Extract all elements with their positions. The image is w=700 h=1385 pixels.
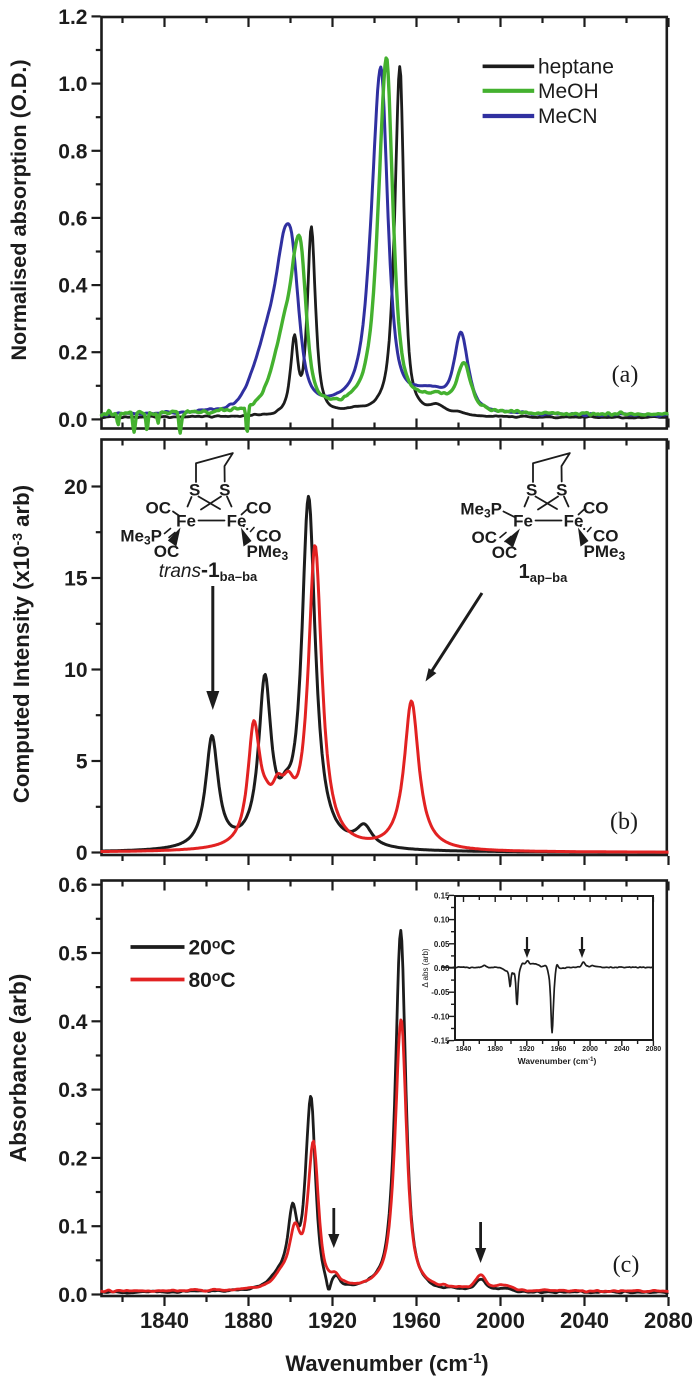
- svg-text:10: 10: [64, 659, 87, 682]
- svg-text:Δ abs (arb): Δ abs (arb): [421, 948, 430, 987]
- svg-text:Wavenumber (cm-1): Wavenumber (cm-1): [518, 1056, 597, 1066]
- svg-text:(a): (a): [612, 362, 639, 388]
- svg-text:0.8: 0.8: [58, 140, 88, 163]
- svg-text:S: S: [556, 481, 567, 500]
- svg-text:Fe: Fe: [564, 512, 584, 531]
- svg-text:OC: OC: [472, 528, 498, 547]
- svg-text:1880: 1880: [224, 1308, 273, 1333]
- svg-text:1960: 1960: [551, 1046, 567, 1053]
- svg-text:S: S: [219, 481, 230, 500]
- svg-text:1880: 1880: [487, 1046, 503, 1053]
- svg-text:-0.15: -0.15: [431, 1037, 450, 1046]
- svg-text:Fe: Fe: [227, 512, 247, 531]
- svg-text:Me3P: Me3P: [460, 500, 502, 521]
- svg-text:0: 0: [76, 842, 88, 865]
- svg-text:1920: 1920: [519, 1046, 535, 1053]
- svg-text:OC: OC: [154, 542, 180, 561]
- svg-text:1960: 1960: [392, 1308, 441, 1333]
- svg-text:Me3P: Me3P: [120, 527, 162, 548]
- svg-text:Fe: Fe: [513, 512, 533, 531]
- svg-text:-0.10: -0.10: [431, 1012, 450, 1021]
- svg-text:Normalised absorption (O.D.): Normalised absorption (O.D.): [6, 59, 31, 360]
- svg-text:CO: CO: [593, 527, 619, 546]
- svg-text:0.05: 0.05: [434, 940, 450, 949]
- svg-text:0.0: 0.0: [58, 1284, 87, 1307]
- svg-text:1840: 1840: [456, 1046, 472, 1053]
- svg-text:PMe3: PMe3: [247, 542, 289, 563]
- svg-text:Wavenumber (cm-1): Wavenumber (cm-1): [285, 1350, 488, 1376]
- svg-text:2040: 2040: [614, 1046, 630, 1053]
- svg-text:OC: OC: [492, 543, 518, 562]
- svg-text:0.15: 0.15: [434, 891, 450, 900]
- svg-text:2000: 2000: [476, 1308, 525, 1333]
- svg-text:5: 5: [76, 751, 88, 774]
- svg-text:0.2: 0.2: [58, 1147, 87, 1170]
- svg-text:Computed Intensity (x10-3 arb): Computed Intensity (x10-3 arb): [9, 485, 34, 803]
- svg-text:20: 20: [64, 476, 87, 499]
- svg-text:0.2: 0.2: [58, 342, 87, 365]
- svg-text:PMe3: PMe3: [584, 542, 626, 563]
- svg-text:15: 15: [64, 568, 88, 591]
- svg-text:1.0: 1.0: [58, 73, 87, 96]
- svg-text:1840: 1840: [140, 1308, 189, 1333]
- svg-text:0.5: 0.5: [58, 943, 88, 966]
- svg-text:OC: OC: [146, 499, 172, 518]
- svg-text:(c): (c): [613, 1252, 640, 1278]
- svg-text:0.1: 0.1: [58, 1216, 88, 1239]
- svg-text:2080: 2080: [644, 1308, 693, 1333]
- svg-text:Fe: Fe: [176, 512, 196, 531]
- svg-text:0.6: 0.6: [58, 207, 87, 230]
- svg-text:0.4: 0.4: [58, 275, 88, 298]
- svg-text:0.3: 0.3: [58, 1079, 87, 1102]
- svg-text:2000: 2000: [582, 1046, 598, 1053]
- svg-text:heptane: heptane: [538, 56, 614, 79]
- svg-text:(b): (b): [610, 809, 638, 835]
- svg-text:0.6: 0.6: [58, 874, 87, 897]
- svg-text:-0.05: -0.05: [431, 988, 450, 997]
- svg-text:trans-1ba–ba: trans-1ba–ba: [159, 559, 258, 584]
- svg-text:MeOH: MeOH: [538, 80, 599, 103]
- svg-text:2080: 2080: [646, 1046, 662, 1053]
- svg-text:CO: CO: [583, 499, 609, 518]
- svg-text:S: S: [526, 481, 537, 500]
- svg-text:Absorbance (arb): Absorbance (arb): [5, 974, 31, 1163]
- svg-text:2040: 2040: [560, 1308, 609, 1333]
- svg-text:0.00: 0.00: [434, 964, 450, 973]
- svg-text:0.10: 0.10: [434, 916, 450, 925]
- svg-text:MeCN: MeCN: [538, 105, 598, 128]
- svg-text:CO: CO: [246, 499, 272, 518]
- svg-text:1.2: 1.2: [58, 6, 87, 29]
- svg-text:0.4: 0.4: [58, 1011, 88, 1034]
- svg-text:CO: CO: [256, 527, 282, 546]
- svg-text:1920: 1920: [308, 1308, 357, 1333]
- svg-text:0.0: 0.0: [58, 409, 87, 432]
- svg-text:S: S: [189, 481, 200, 500]
